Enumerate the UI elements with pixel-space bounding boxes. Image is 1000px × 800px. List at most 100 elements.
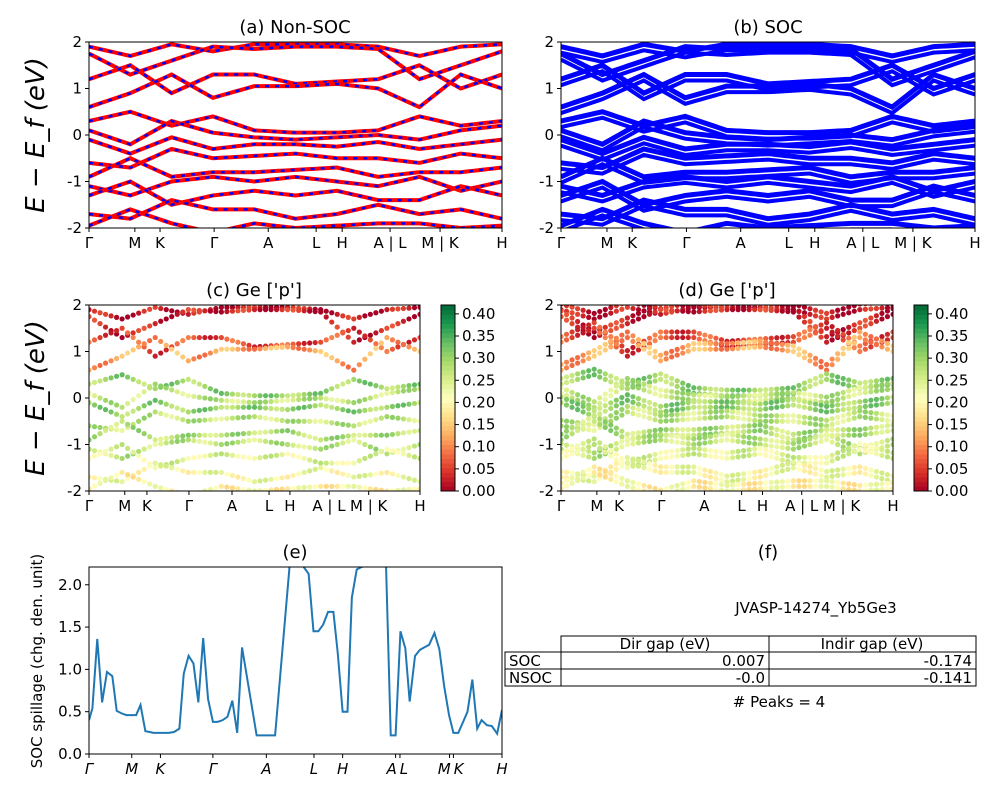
projected-band-point <box>608 373 614 379</box>
y-tick-label: 1 <box>72 80 82 98</box>
projected-band-point <box>624 460 631 466</box>
projected-band-point <box>641 397 647 404</box>
projected-band-point <box>279 344 285 350</box>
colorbar-segment <box>441 356 455 362</box>
projected-band-point <box>125 374 131 380</box>
plot-area-a <box>89 42 502 228</box>
axes-frame-e <box>88 566 503 755</box>
projected-band-point <box>158 399 164 405</box>
projected-band-point <box>796 337 802 343</box>
projected-band-point <box>608 305 614 311</box>
projected-band-point <box>207 334 213 341</box>
projected-band-point <box>345 408 351 414</box>
projected-band-point <box>185 311 191 317</box>
projected-band-point <box>301 469 307 475</box>
projected-band-point <box>102 427 109 434</box>
projected-band-point <box>652 485 658 491</box>
projected-band-point <box>569 315 575 321</box>
plot-area-c <box>89 305 420 491</box>
projected-band-point <box>213 432 219 438</box>
projected-band-point <box>251 393 258 399</box>
projected-band-point <box>674 427 680 433</box>
projected-band-point <box>884 448 891 454</box>
y-tick-label: -2 <box>539 219 554 237</box>
projected-band-point <box>718 404 725 410</box>
projected-band-point <box>619 379 625 385</box>
projected-band-point <box>630 462 636 468</box>
projected-band-point <box>879 476 885 482</box>
projected-band-point <box>141 403 147 409</box>
projected-band-point <box>345 433 351 439</box>
projected-band-point <box>323 466 329 472</box>
projected-band-point <box>290 472 296 479</box>
projected-band-point <box>191 455 197 461</box>
projected-band-point <box>323 308 329 314</box>
projected-band-point <box>669 484 675 490</box>
colorbar-segment <box>914 449 928 455</box>
projected-band-point <box>384 432 390 438</box>
projected-band-point <box>89 314 92 320</box>
projected-band-point <box>296 392 302 398</box>
projected-band-point <box>619 412 625 418</box>
projected-band-point <box>356 484 362 490</box>
projected-band-point <box>91 483 98 489</box>
projected-band-point <box>680 434 686 440</box>
projected-band-point <box>613 425 619 431</box>
x-tick-label: L <box>400 760 408 778</box>
projected-band-point <box>91 308 98 314</box>
projected-band-point <box>296 431 302 437</box>
projected-band-point <box>768 391 774 397</box>
projected-band-point <box>735 429 741 435</box>
projected-band-point <box>613 446 619 452</box>
projected-band-point <box>824 394 830 400</box>
colorbar-tick-label: 0.20 <box>935 393 968 411</box>
projected-band-point <box>301 404 307 410</box>
projected-band-point <box>202 407 208 413</box>
projected-band-point <box>757 480 763 486</box>
projected-band-point <box>257 414 263 420</box>
projected-band-point <box>768 335 774 341</box>
projected-band-point <box>735 482 741 488</box>
projected-band-point <box>807 478 813 484</box>
projected-band-point <box>318 437 324 443</box>
projected-band-point <box>774 438 780 444</box>
projected-band-point <box>602 449 608 455</box>
projected-band-point <box>246 404 252 410</box>
projected-band-point <box>752 441 758 447</box>
projected-band-point <box>890 334 893 341</box>
projected-band-point <box>857 320 863 326</box>
projected-band-point <box>569 362 575 369</box>
projected-band-point <box>561 375 564 382</box>
projected-band-point <box>597 416 603 422</box>
projected-band-point <box>356 473 362 479</box>
projected-band-point <box>801 399 808 405</box>
table-header: Dir gap (eV) <box>620 635 711 653</box>
y-tick-label: 0.0 <box>58 745 82 763</box>
projected-band-point <box>152 353 158 359</box>
projected-band-point <box>569 445 575 451</box>
projected-band-point <box>785 334 791 340</box>
projected-band-point <box>713 414 719 420</box>
projected-band-point <box>561 308 564 314</box>
projected-band-point <box>378 470 384 476</box>
projected-band-point <box>658 387 664 393</box>
projected-band-point <box>141 457 147 463</box>
projected-band-point <box>591 372 597 378</box>
colorbar-segment <box>914 444 928 450</box>
projected-band-point <box>641 465 647 471</box>
projected-band-point <box>362 472 368 479</box>
projected-band-point <box>586 314 592 320</box>
projected-band-point <box>180 309 186 315</box>
projected-band-point <box>318 348 324 355</box>
y-tick-label: -2 <box>67 219 82 237</box>
projected-band-point <box>307 457 313 463</box>
projected-band-point <box>329 396 335 403</box>
projected-band-point <box>136 310 142 316</box>
colorbar-segment <box>914 398 928 404</box>
projected-band-point <box>229 346 236 352</box>
projected-band-point <box>569 419 575 425</box>
projected-band-point <box>669 394 675 400</box>
projected-band-point <box>384 488 390 491</box>
projected-band-point <box>113 355 120 362</box>
projected-band-point <box>851 305 857 309</box>
